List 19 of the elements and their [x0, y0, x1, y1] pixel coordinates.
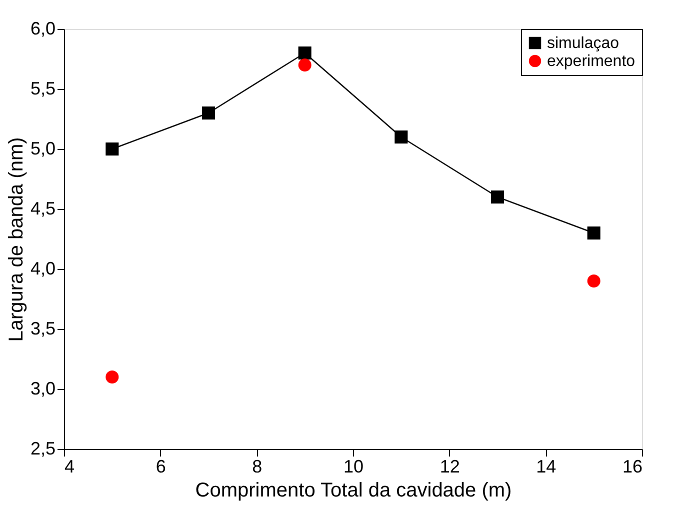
y-tick-label: 6,0 [30, 18, 56, 38]
y-tick-label: 4,5 [30, 198, 56, 218]
x-axis-title: Comprimento Total da cavidade (m) [195, 480, 512, 502]
legend-label: simulaçao [547, 35, 620, 52]
y-axis-title: Largura de banda (nm) [5, 137, 28, 342]
x-tick-label: 14 [536, 456, 556, 476]
y-tick-label: 3,5 [30, 318, 56, 338]
legend-label: experimento [547, 53, 636, 70]
y-tick-label: 5,0 [30, 138, 56, 158]
y-tick-label: 4,0 [30, 258, 56, 278]
x-tick-label: 8 [252, 456, 262, 476]
x-tick-label: 6 [156, 456, 166, 476]
x-tick-label: 12 [440, 456, 460, 476]
y-tick-label: 3,0 [30, 378, 56, 398]
x-tick-label: 16 [622, 456, 642, 476]
x-tick-label: 10 [343, 456, 364, 476]
x-tick-label: 4 [64, 456, 75, 476]
y-tick-label: 5,5 [30, 78, 56, 98]
y-tick-label: 2,5 [30, 438, 56, 458]
